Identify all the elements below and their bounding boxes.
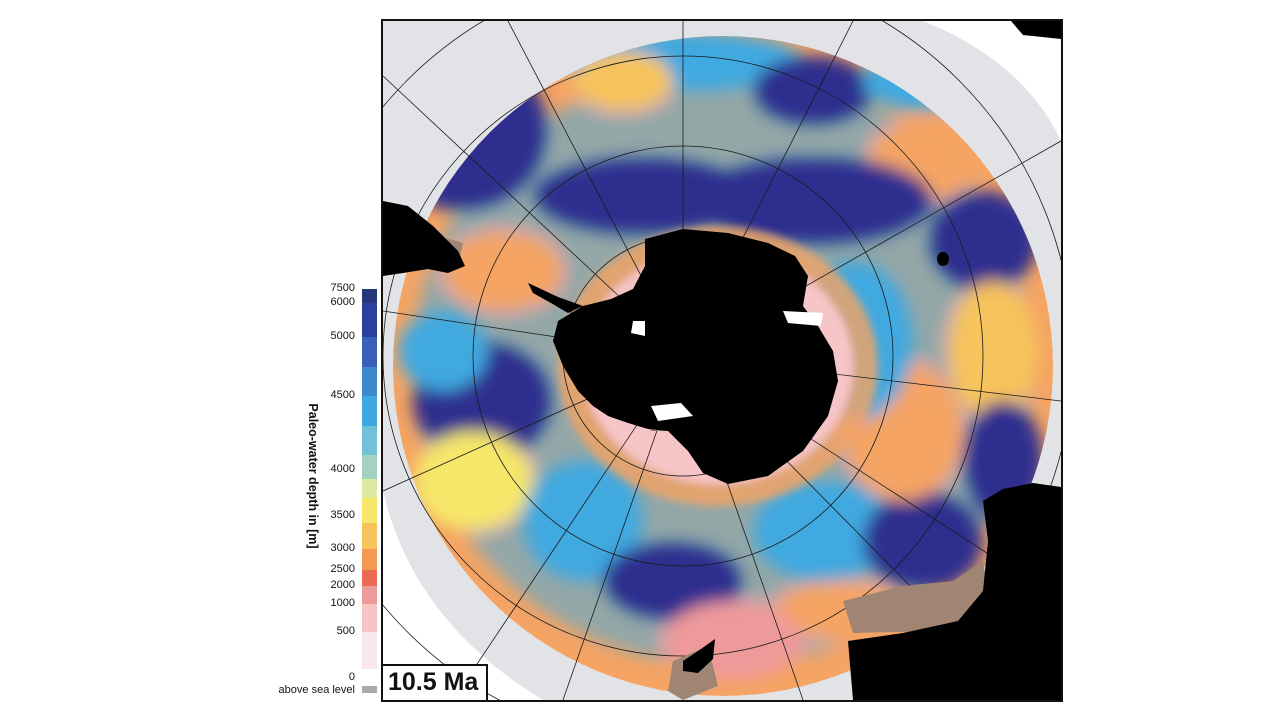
color-scale-segment — [362, 497, 377, 523]
depth-tick-label: 4000 — [330, 463, 355, 475]
continent-upper-right — [1011, 21, 1061, 39]
color-scale-segment — [362, 396, 377, 426]
outer-white-area — [383, 161, 543, 700]
ice-shelves — [631, 311, 823, 421]
above-sea-level-label: above sea level — [278, 684, 355, 696]
color-scale-segment — [362, 303, 377, 337]
color-scale-segment — [362, 337, 377, 367]
color-scale-segment — [362, 479, 377, 498]
color-scale-segment — [362, 586, 377, 604]
depth-tick-label: 3000 — [330, 542, 355, 554]
color-scale-segment — [362, 549, 377, 570]
color-scale-segment — [362, 522, 377, 549]
antarctica — [553, 229, 838, 484]
depth-color-scale — [362, 287, 377, 669]
island — [937, 252, 949, 266]
color-scale-segment — [362, 570, 377, 586]
above-sea-level-swatch — [362, 686, 377, 693]
paleo-bathymetry-map: 10.5 Ma — [381, 19, 1063, 702]
landmasses — [383, 21, 1061, 700]
color-scale-segment — [362, 604, 377, 632]
depth-tick-label: 4500 — [330, 389, 355, 401]
depth-tick-label: 500 — [336, 625, 355, 637]
depth-tick-label: 3500 — [330, 509, 355, 521]
color-scale-segment — [362, 366, 377, 396]
antarctic-peninsula — [528, 283, 583, 313]
depth-tick-label: 1000 — [330, 597, 355, 609]
depth-tick-label: 2000 — [330, 579, 355, 591]
age-label: 10.5 Ma — [383, 664, 489, 700]
color-scale-segment — [362, 632, 377, 669]
south-america — [383, 201, 465, 276]
depth-tick-label: 6000 — [330, 296, 355, 308]
color-scale-segment — [362, 425, 377, 456]
depth-tick-label: 0 — [348, 671, 355, 683]
depth-tick-label: 5000 — [330, 330, 355, 342]
depth-tick-label: 7500 — [330, 282, 355, 294]
depth-tick-label: 2500 — [330, 563, 355, 575]
color-scale-segment — [362, 455, 377, 480]
color-scale-segment — [362, 289, 377, 303]
continent-lower-right — [848, 483, 1061, 700]
map-canvas — [383, 21, 1061, 700]
new-zealand — [683, 639, 715, 673]
outer-white-area — [923, 21, 1061, 141]
legend-title: Paleo-water depth in [m] — [306, 403, 320, 549]
